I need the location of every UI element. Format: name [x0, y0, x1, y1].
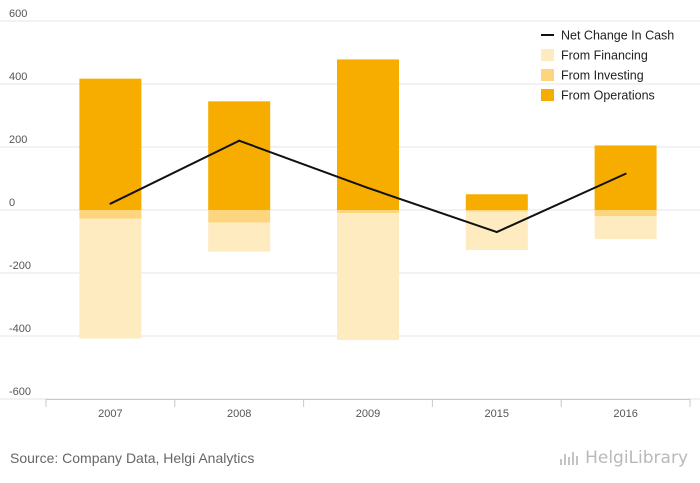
y-tick-label: 0	[9, 197, 15, 209]
legend-swatch	[541, 69, 554, 81]
chart: 600 400 200 0 -200 -400 -600 2007 2008 2009 2015 20…	[0, 8, 700, 420]
x-tick-label: 2016	[613, 408, 637, 420]
y-tick-label: 400	[9, 71, 27, 83]
y-tick-label: -400	[9, 323, 31, 335]
line-point	[624, 172, 627, 175]
bar-from-investing-2007	[79, 210, 142, 219]
legend-swatch	[541, 89, 554, 101]
bar-from-investing-2015	[465, 210, 528, 212]
library-icon	[560, 452, 579, 465]
line-point	[367, 186, 369, 189]
legend-label[interactable]: From Operations	[561, 89, 655, 103]
bar-from-investing-2016	[594, 210, 657, 217]
brand-logo: HelgiLibrary	[559, 448, 688, 468]
bar-from-investing-2008	[208, 210, 271, 223]
x-tick-label: 2009	[356, 408, 380, 420]
bar-from-financing-2007	[79, 218, 142, 339]
y-tick-label: -600	[9, 386, 31, 398]
y-tick-label: 200	[9, 134, 27, 146]
legend-swatch	[541, 49, 554, 61]
legend-label[interactable]: From Investing	[561, 69, 644, 83]
bar-from-operations-2008	[208, 101, 271, 210]
x-tick-label: 2008	[227, 408, 251, 420]
bar-from-operations-2007	[79, 78, 142, 211]
x-tick-label: 2007	[98, 408, 122, 420]
legend-label[interactable]: Net Change In Cash	[561, 29, 674, 43]
bar-from-financing-2016	[594, 216, 657, 239]
bar-from-operations-2009	[337, 59, 399, 211]
bar-from-financing-2008	[208, 222, 271, 252]
bar-from-operations-2016	[594, 145, 657, 210]
bar-from-financing-2009	[337, 213, 399, 341]
bar-from-operations-2015	[465, 194, 528, 210]
bar-from-financing-2015	[465, 211, 528, 251]
y-tick-label: 600	[9, 8, 27, 20]
y-tick-label: -200	[9, 260, 31, 272]
line-point	[495, 231, 498, 234]
legend-label[interactable]: From Financing	[561, 49, 648, 63]
line-point	[238, 139, 241, 142]
x-tick-label: 2015	[485, 408, 509, 420]
brand-name: HelgiLibrary	[585, 448, 688, 468]
line-point	[109, 202, 112, 205]
source-note: Source: Company Data, Helgi Analytics	[10, 450, 255, 466]
bar-from-investing-2009	[337, 210, 399, 214]
